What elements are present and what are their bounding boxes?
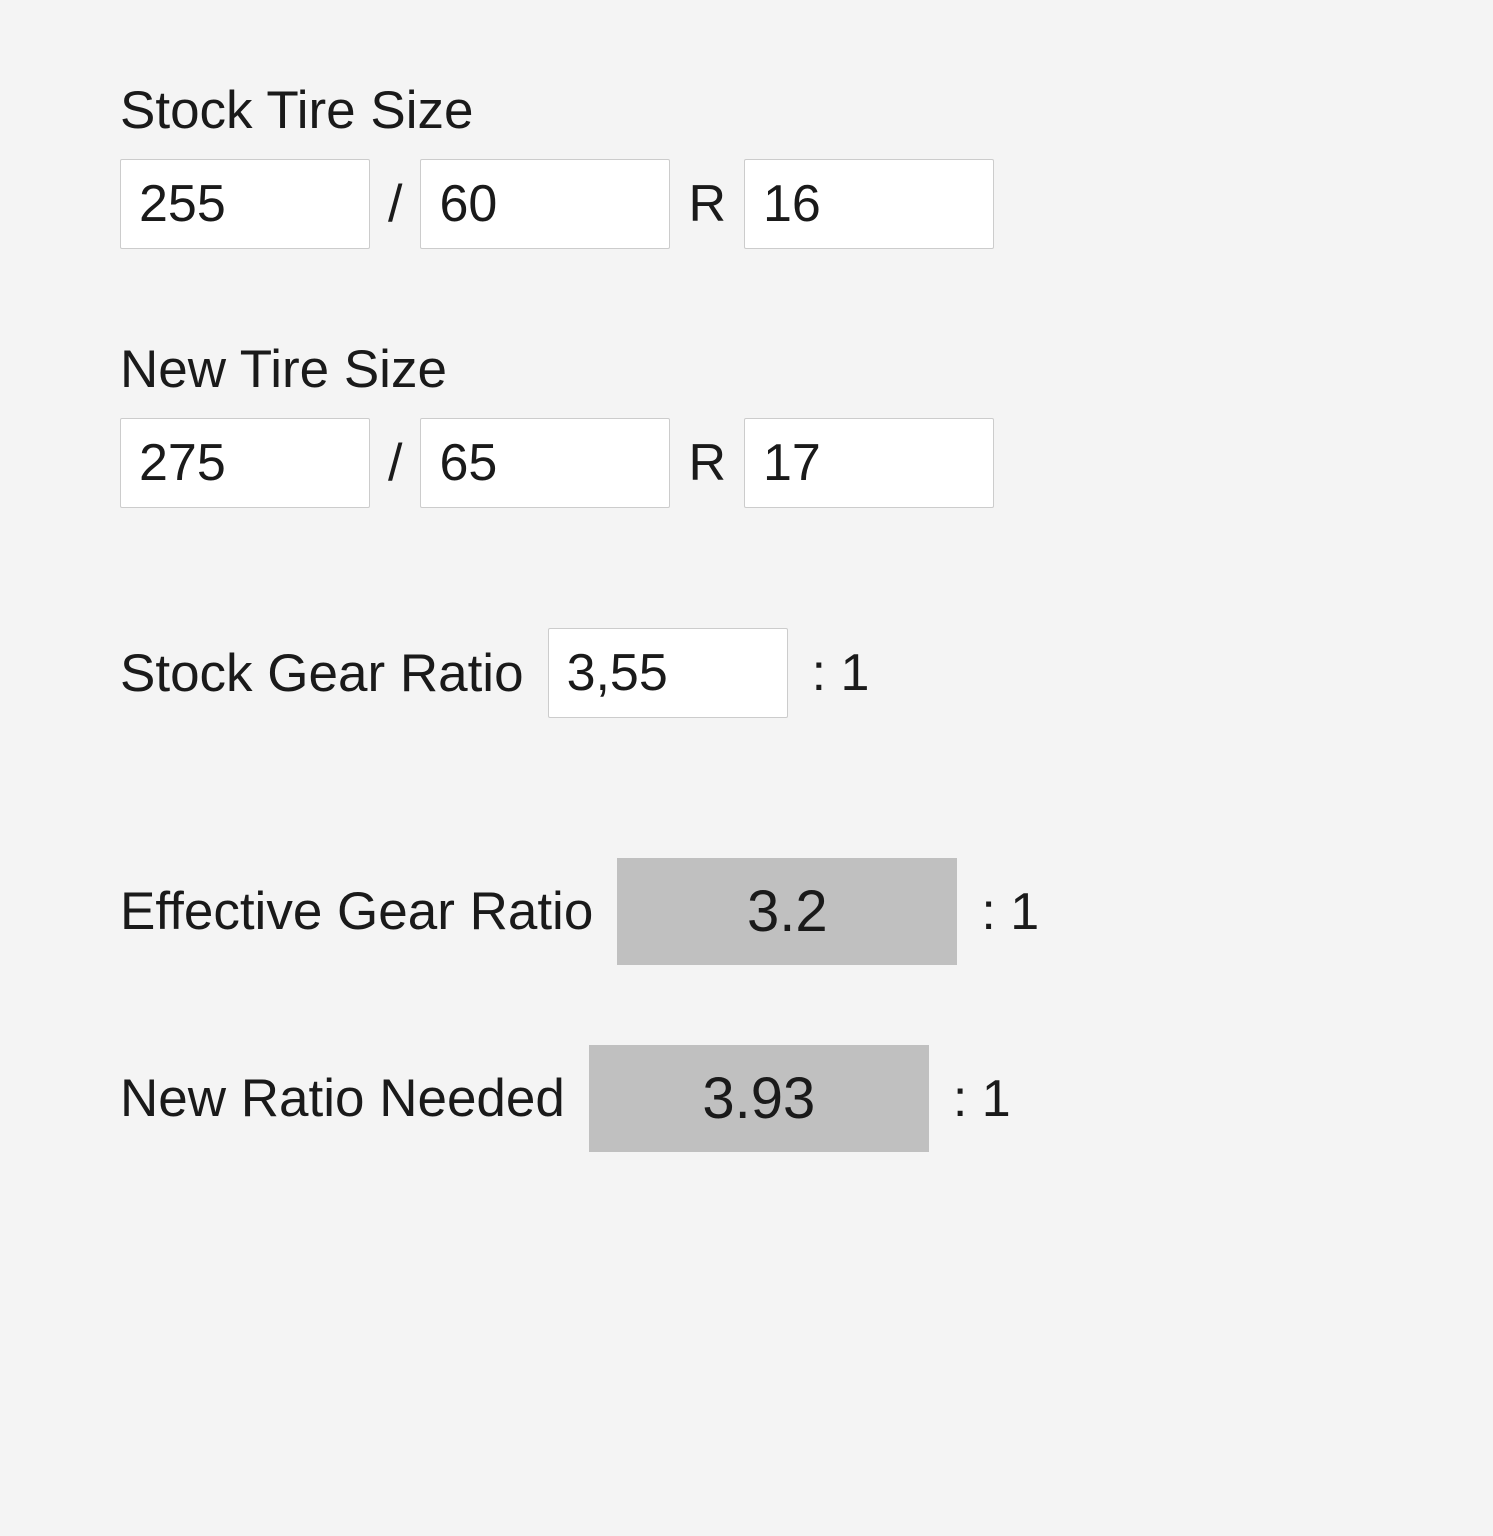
- new-ratio-needed-label: New Ratio Needed: [120, 1068, 565, 1129]
- new-tire-row: / R: [120, 418, 1373, 508]
- ratio-suffix: : 1: [953, 1069, 1011, 1129]
- new-ratio-needed-value: 3.93: [589, 1045, 929, 1152]
- stock-tire-row: / R: [120, 159, 1373, 249]
- new-ratio-needed-row: New Ratio Needed 3.93 : 1: [120, 1045, 1373, 1152]
- stock-gear-ratio-label: Stock Gear Ratio: [120, 643, 524, 704]
- effective-gear-ratio-value: 3.2: [617, 858, 957, 965]
- slash-separator: /: [382, 174, 408, 234]
- slash-separator: /: [382, 433, 408, 493]
- ratio-suffix: : 1: [981, 882, 1039, 942]
- new-tire-aspect-input[interactable]: [420, 418, 670, 508]
- stock-tire-rim-input[interactable]: [744, 159, 994, 249]
- new-tire-label: New Tire Size: [120, 339, 1373, 400]
- r-separator: R: [682, 174, 732, 234]
- stock-tire-label: Stock Tire Size: [120, 80, 1373, 141]
- effective-gear-ratio-row: Effective Gear Ratio 3.2 : 1: [120, 858, 1373, 965]
- ratio-suffix: : 1: [812, 643, 870, 703]
- new-tire-section: New Tire Size / R: [120, 339, 1373, 508]
- new-tire-rim-input[interactable]: [744, 418, 994, 508]
- stock-tire-section: Stock Tire Size / R: [120, 80, 1373, 249]
- r-separator: R: [682, 433, 732, 493]
- new-tire-width-input[interactable]: [120, 418, 370, 508]
- stock-tire-width-input[interactable]: [120, 159, 370, 249]
- stock-tire-aspect-input[interactable]: [420, 159, 670, 249]
- stock-gear-ratio-row: Stock Gear Ratio : 1: [120, 628, 1373, 718]
- effective-gear-ratio-label: Effective Gear Ratio: [120, 881, 593, 942]
- stock-gear-ratio-input[interactable]: [548, 628, 788, 718]
